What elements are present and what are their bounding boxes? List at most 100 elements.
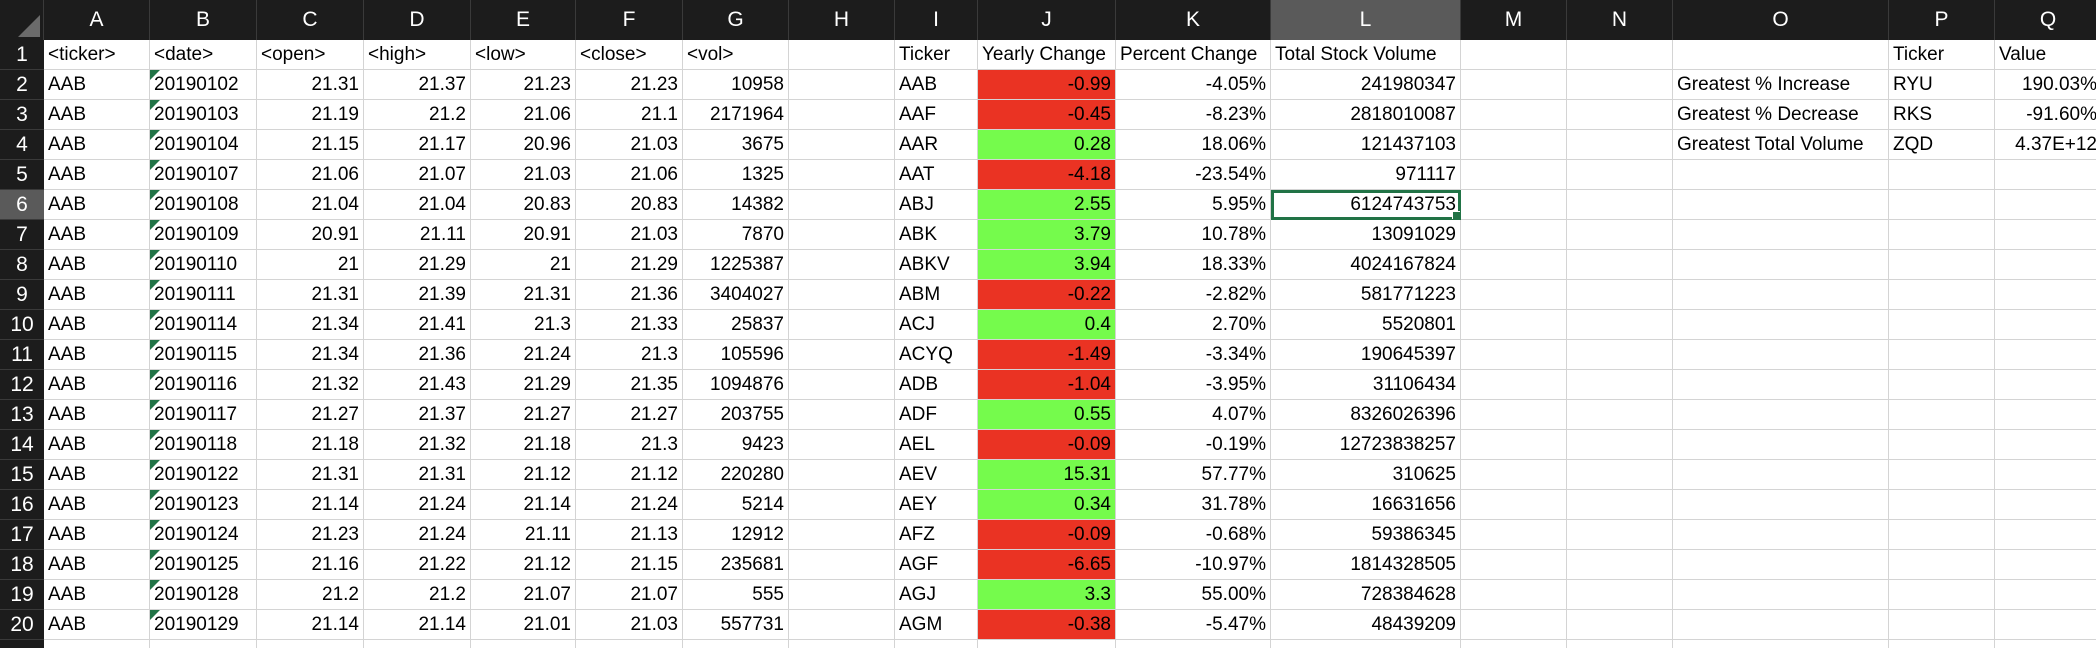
cell-j11[interactable]: -1.49	[978, 340, 1116, 370]
cell-kx[interactable]	[1116, 640, 1271, 648]
cell-p3[interactable]: RKS	[1889, 100, 1995, 130]
cell-q18[interactable]	[1995, 550, 2096, 580]
cell-m2[interactable]	[1461, 70, 1567, 100]
cell-b17[interactable]: 20190124	[150, 520, 257, 550]
cell-g3[interactable]: 2171964	[683, 100, 789, 130]
column-header-h[interactable]: H	[789, 0, 895, 40]
cell-b6[interactable]: 20190108	[150, 190, 257, 220]
cell-hx[interactable]	[789, 640, 895, 648]
cell-o11[interactable]	[1673, 340, 1889, 370]
cell-fx[interactable]	[576, 640, 683, 648]
cell-o14[interactable]	[1673, 430, 1889, 460]
cell-l3[interactable]: 2818010087	[1271, 100, 1461, 130]
cell-c16[interactable]: 21.14	[257, 490, 364, 520]
cell-m5[interactable]	[1461, 160, 1567, 190]
cell-f20[interactable]: 21.03	[576, 610, 683, 640]
cell-q13[interactable]	[1995, 400, 2096, 430]
cell-d17[interactable]: 21.24	[364, 520, 471, 550]
cell-j8[interactable]: 3.94	[978, 250, 1116, 280]
cell-m3[interactable]	[1461, 100, 1567, 130]
cell-f2[interactable]: 21.23	[576, 70, 683, 100]
column-header-o[interactable]: O	[1673, 0, 1889, 40]
cell-c1[interactable]: <open>	[257, 40, 364, 70]
cell-m15[interactable]	[1461, 460, 1567, 490]
column-header-e[interactable]: E	[471, 0, 576, 40]
cell-q4[interactable]: 4.37E+12	[1995, 130, 2096, 160]
cell-n20[interactable]	[1567, 610, 1673, 640]
cell-q1[interactable]: Value	[1995, 40, 2096, 70]
cell-q5[interactable]	[1995, 160, 2096, 190]
cell-i3[interactable]: AAF	[895, 100, 978, 130]
cell-b2[interactable]: 20190102	[150, 70, 257, 100]
cell-e13[interactable]: 21.27	[471, 400, 576, 430]
cell-n4[interactable]	[1567, 130, 1673, 160]
cell-j10[interactable]: 0.4	[978, 310, 1116, 340]
cell-n13[interactable]	[1567, 400, 1673, 430]
cell-m11[interactable]	[1461, 340, 1567, 370]
cell-m20[interactable]	[1461, 610, 1567, 640]
column-header-i[interactable]: I	[895, 0, 978, 40]
cell-e2[interactable]: 21.23	[471, 70, 576, 100]
cell-h9[interactable]	[789, 280, 895, 310]
cell-d18[interactable]: 21.22	[364, 550, 471, 580]
cell-c8[interactable]: 21	[257, 250, 364, 280]
cell-p10[interactable]	[1889, 310, 1995, 340]
cell-a11[interactable]: AAB	[44, 340, 150, 370]
cell-j19[interactable]: 3.3	[978, 580, 1116, 610]
cell-g13[interactable]: 203755	[683, 400, 789, 430]
cell-h14[interactable]	[789, 430, 895, 460]
cell-e12[interactable]: 21.29	[471, 370, 576, 400]
cell-m13[interactable]	[1461, 400, 1567, 430]
cell-b12[interactable]: 20190116	[150, 370, 257, 400]
cell-h16[interactable]	[789, 490, 895, 520]
cell-b7[interactable]: 20190109	[150, 220, 257, 250]
cell-f17[interactable]: 21.13	[576, 520, 683, 550]
cell-h4[interactable]	[789, 130, 895, 160]
cell-k5[interactable]: -23.54%	[1116, 160, 1271, 190]
cell-f15[interactable]: 21.12	[576, 460, 683, 490]
cell-i9[interactable]: ABM	[895, 280, 978, 310]
cell-b13[interactable]: 20190117	[150, 400, 257, 430]
cell-f14[interactable]: 21.3	[576, 430, 683, 460]
cell-n17[interactable]	[1567, 520, 1673, 550]
cell-c7[interactable]: 20.91	[257, 220, 364, 250]
cell-n14[interactable]	[1567, 430, 1673, 460]
cell-l1[interactable]: Total Stock Volume	[1271, 40, 1461, 70]
row-header[interactable]: 1	[0, 40, 44, 70]
cell-m12[interactable]	[1461, 370, 1567, 400]
cell-l9[interactable]: 581771223	[1271, 280, 1461, 310]
cell-d14[interactable]: 21.32	[364, 430, 471, 460]
cell-o6[interactable]	[1673, 190, 1889, 220]
cell-g6[interactable]: 14382	[683, 190, 789, 220]
cell-b9[interactable]: 20190111	[150, 280, 257, 310]
cell-f4[interactable]: 21.03	[576, 130, 683, 160]
column-header-c[interactable]: C	[257, 0, 364, 40]
cell-i1[interactable]: Ticker	[895, 40, 978, 70]
cell-l10[interactable]: 5520801	[1271, 310, 1461, 340]
cell-o3[interactable]: Greatest % Decrease	[1673, 100, 1889, 130]
cell-h6[interactable]	[789, 190, 895, 220]
cell-c12[interactable]: 21.32	[257, 370, 364, 400]
cell-b16[interactable]: 20190123	[150, 490, 257, 520]
cell-o7[interactable]	[1673, 220, 1889, 250]
cell-ax[interactable]	[44, 640, 150, 648]
cell-g20[interactable]: 557731	[683, 610, 789, 640]
cell-i11[interactable]: ACYQ	[895, 340, 978, 370]
cell-h17[interactable]	[789, 520, 895, 550]
cell-gx[interactable]	[683, 640, 789, 648]
cell-h10[interactable]	[789, 310, 895, 340]
cell-e9[interactable]: 21.31	[471, 280, 576, 310]
cell-a20[interactable]: AAB	[44, 610, 150, 640]
column-header-f[interactable]: F	[576, 0, 683, 40]
column-header-l[interactable]: L	[1271, 0, 1461, 40]
cell-a4[interactable]: AAB	[44, 130, 150, 160]
cell-c11[interactable]: 21.34	[257, 340, 364, 370]
cell-l7[interactable]: 13091029	[1271, 220, 1461, 250]
cell-j1[interactable]: Yearly Change	[978, 40, 1116, 70]
cell-e16[interactable]: 21.14	[471, 490, 576, 520]
row-header[interactable]: 14	[0, 430, 44, 460]
cell-a1[interactable]: <ticker>	[44, 40, 150, 70]
column-header-n[interactable]: N	[1567, 0, 1673, 40]
column-header-b[interactable]: B	[150, 0, 257, 40]
